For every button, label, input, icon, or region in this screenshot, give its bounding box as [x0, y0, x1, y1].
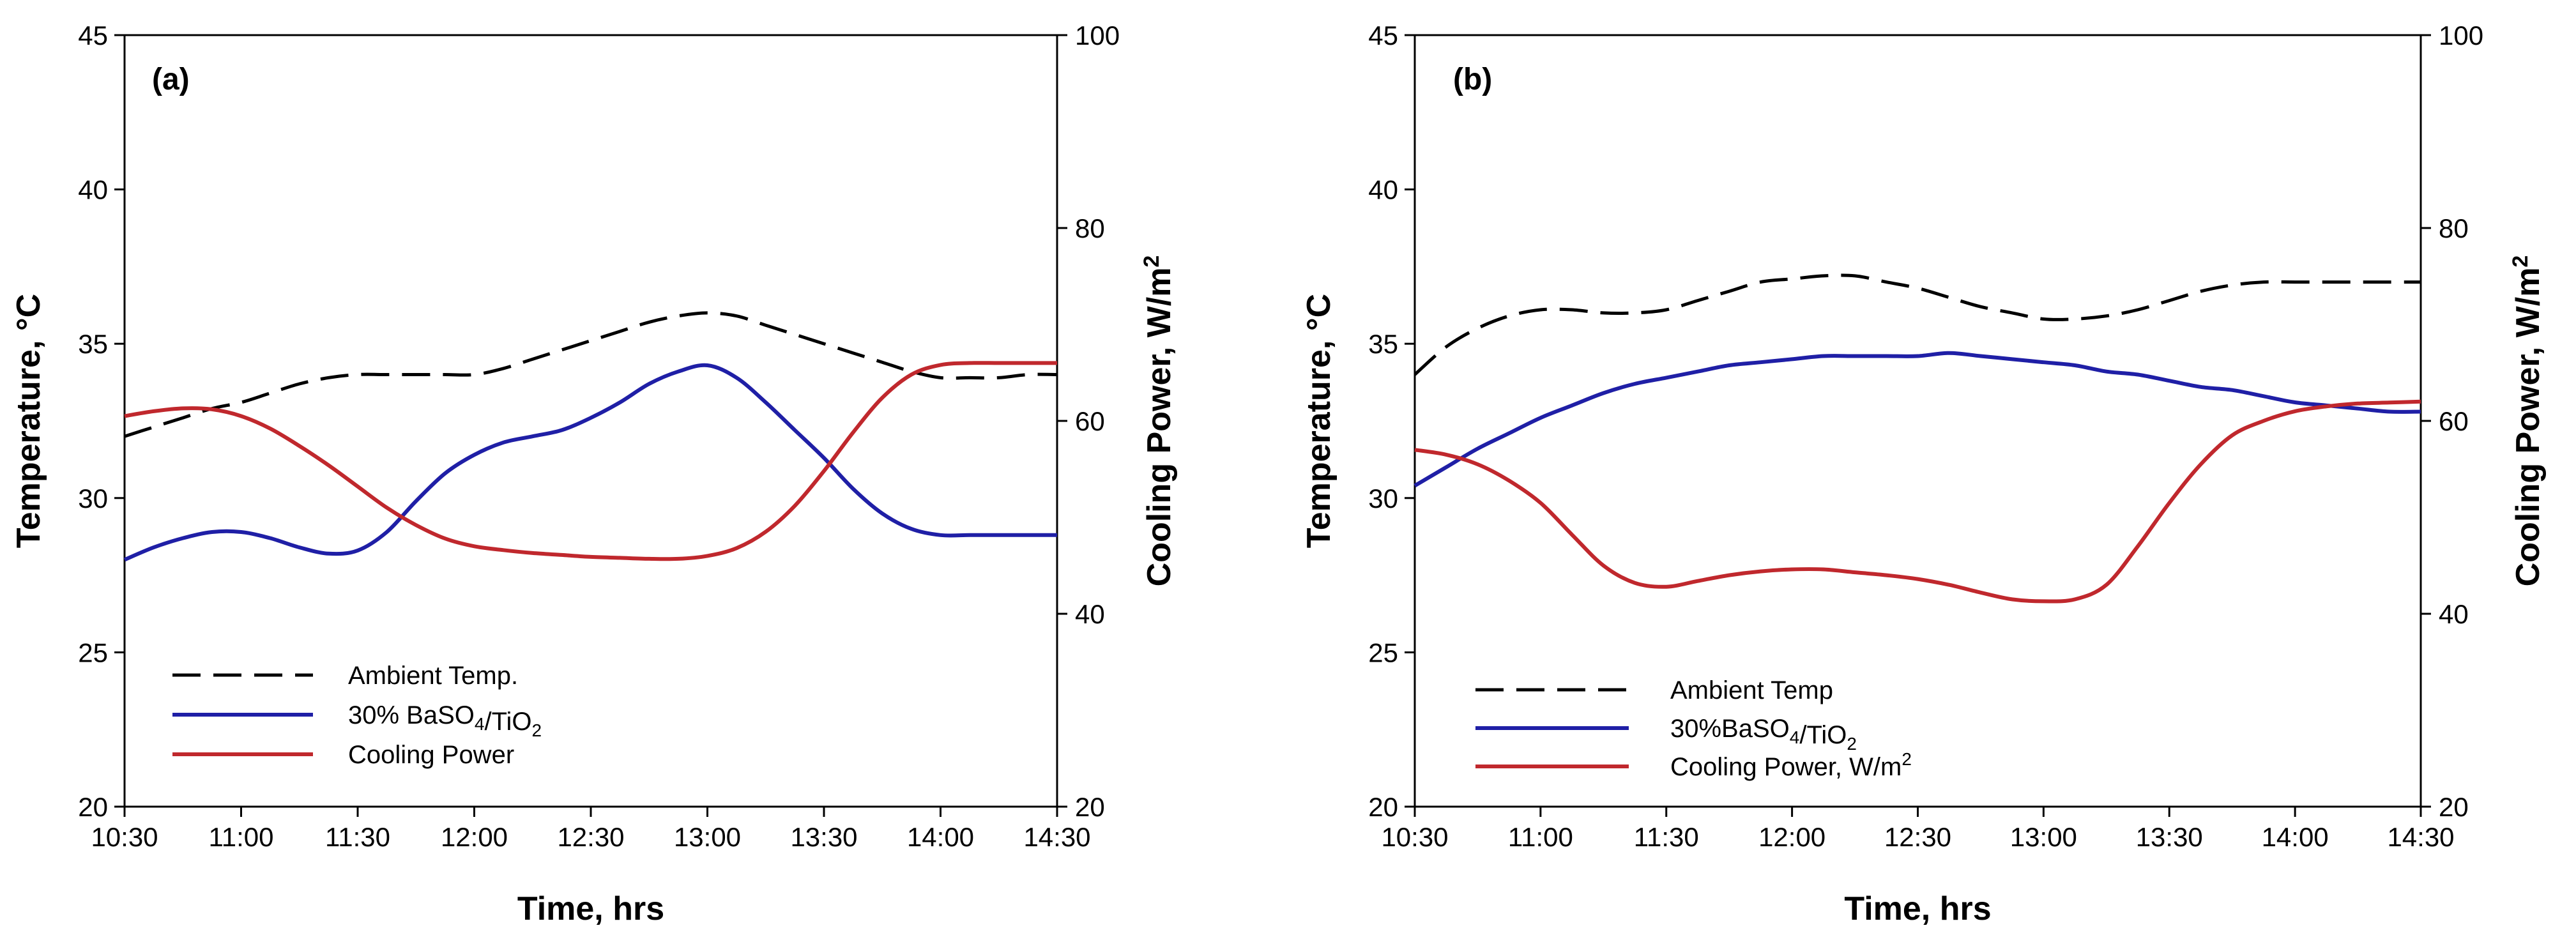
legend-label: Ambient Temp — [1670, 676, 1833, 704]
series-line-2 — [1414, 351, 2421, 488]
x-tick-label: 14:30 — [2387, 822, 2454, 852]
x-tick-label: 10:30 — [1381, 822, 1448, 852]
y2-tick-label: 20 — [1075, 792, 1105, 822]
y-tick-label: 40 — [1368, 175, 1398, 205]
y2-tick-label: 80 — [2439, 213, 2469, 243]
y-tick-label: 30 — [1368, 483, 1398, 514]
x-tick-label: 11:00 — [1508, 822, 1573, 852]
legend-label: 30% BaSO4/TiO2 — [348, 701, 542, 740]
y-tick-label: 20 — [1368, 792, 1398, 822]
chart-panel-b: 10:30 11:00 11:30 12:00 12:30 13:00 13:30 14:00… — [1300, 20, 2547, 927]
y2-tick-label: 80 — [1075, 213, 1105, 243]
x-tick-label: 13:00 — [2010, 822, 2077, 852]
x-axis-title: Time, hrs — [1844, 890, 1991, 927]
x-tick-label: 11:30 — [1634, 822, 1699, 852]
y2-axis-title: Cooling Power, W/m2 — [1139, 255, 1178, 587]
x-tick-label: 14:30 — [1023, 822, 1090, 852]
series-line-3 — [1414, 399, 2421, 604]
x-tick-label: 10:30 — [91, 822, 158, 852]
legend-label: Cooling Power, W/m2 — [1670, 749, 1912, 781]
series-line-3 — [124, 361, 1057, 561]
y2-tick-label: 20 — [2439, 792, 2469, 822]
y2-axis-title: Cooling Power, W/m2 — [2508, 255, 2547, 587]
y-tick-label: 45 — [78, 20, 108, 50]
chart-panel-a: 10:30 11:00 11:30 12:00 12:30 13:00 13:30 14:00… — [10, 20, 1178, 927]
series-line-1 — [124, 311, 1058, 438]
x-tick-label: 14:00 — [907, 822, 974, 852]
x-tick-label: 14:00 — [2262, 822, 2329, 852]
x-tick-label: 13:30 — [790, 822, 857, 852]
panel-label: (b) — [1453, 63, 1492, 96]
x-axis-title: Time, hrs — [517, 890, 664, 927]
y-axis-title: Temperature, °C — [1300, 294, 1338, 548]
x-tick-label: 13:00 — [674, 822, 741, 852]
panel-label: (a) — [152, 63, 190, 96]
legend-label: Ambient Temp. — [348, 662, 518, 690]
x-tick-label: 12:30 — [557, 822, 624, 852]
y2-tick-label: 100 — [2439, 20, 2483, 50]
y2-tick-label: 40 — [2439, 599, 2469, 629]
y-tick-label: 40 — [78, 175, 108, 205]
x-tick-label: 12:00 — [1758, 822, 1825, 852]
x-tick-label: 13:30 — [2136, 822, 2203, 852]
y-tick-label: 25 — [78, 637, 108, 667]
legend-label: 30%BaSO4/TiO2 — [1670, 715, 1857, 754]
x-tick-label: 12:30 — [1884, 822, 1951, 852]
series-line-1 — [1414, 273, 2421, 376]
legend-label: Cooling Power — [348, 741, 514, 769]
y2-tick-label: 40 — [1075, 599, 1105, 629]
y2-tick-label: 60 — [1075, 406, 1105, 436]
x-tick-label: 11:00 — [209, 822, 274, 852]
series-line-2 — [123, 363, 1057, 562]
y-tick-label: 30 — [78, 483, 108, 514]
y2-tick-label: 60 — [2439, 406, 2469, 436]
plot-frame — [123, 34, 1058, 808]
y-tick-label: 35 — [78, 329, 108, 359]
y-tick-label: 45 — [1368, 20, 1398, 50]
y-tick-label: 25 — [1368, 637, 1398, 667]
y-tick-label: 20 — [78, 792, 108, 822]
x-tick-label: 11:30 — [325, 822, 390, 852]
y-tick-label: 35 — [1368, 329, 1398, 359]
y-axis-title: Temperature, °C — [10, 294, 47, 548]
y2-tick-label: 100 — [1075, 20, 1120, 50]
x-tick-label: 12:00 — [441, 822, 508, 852]
